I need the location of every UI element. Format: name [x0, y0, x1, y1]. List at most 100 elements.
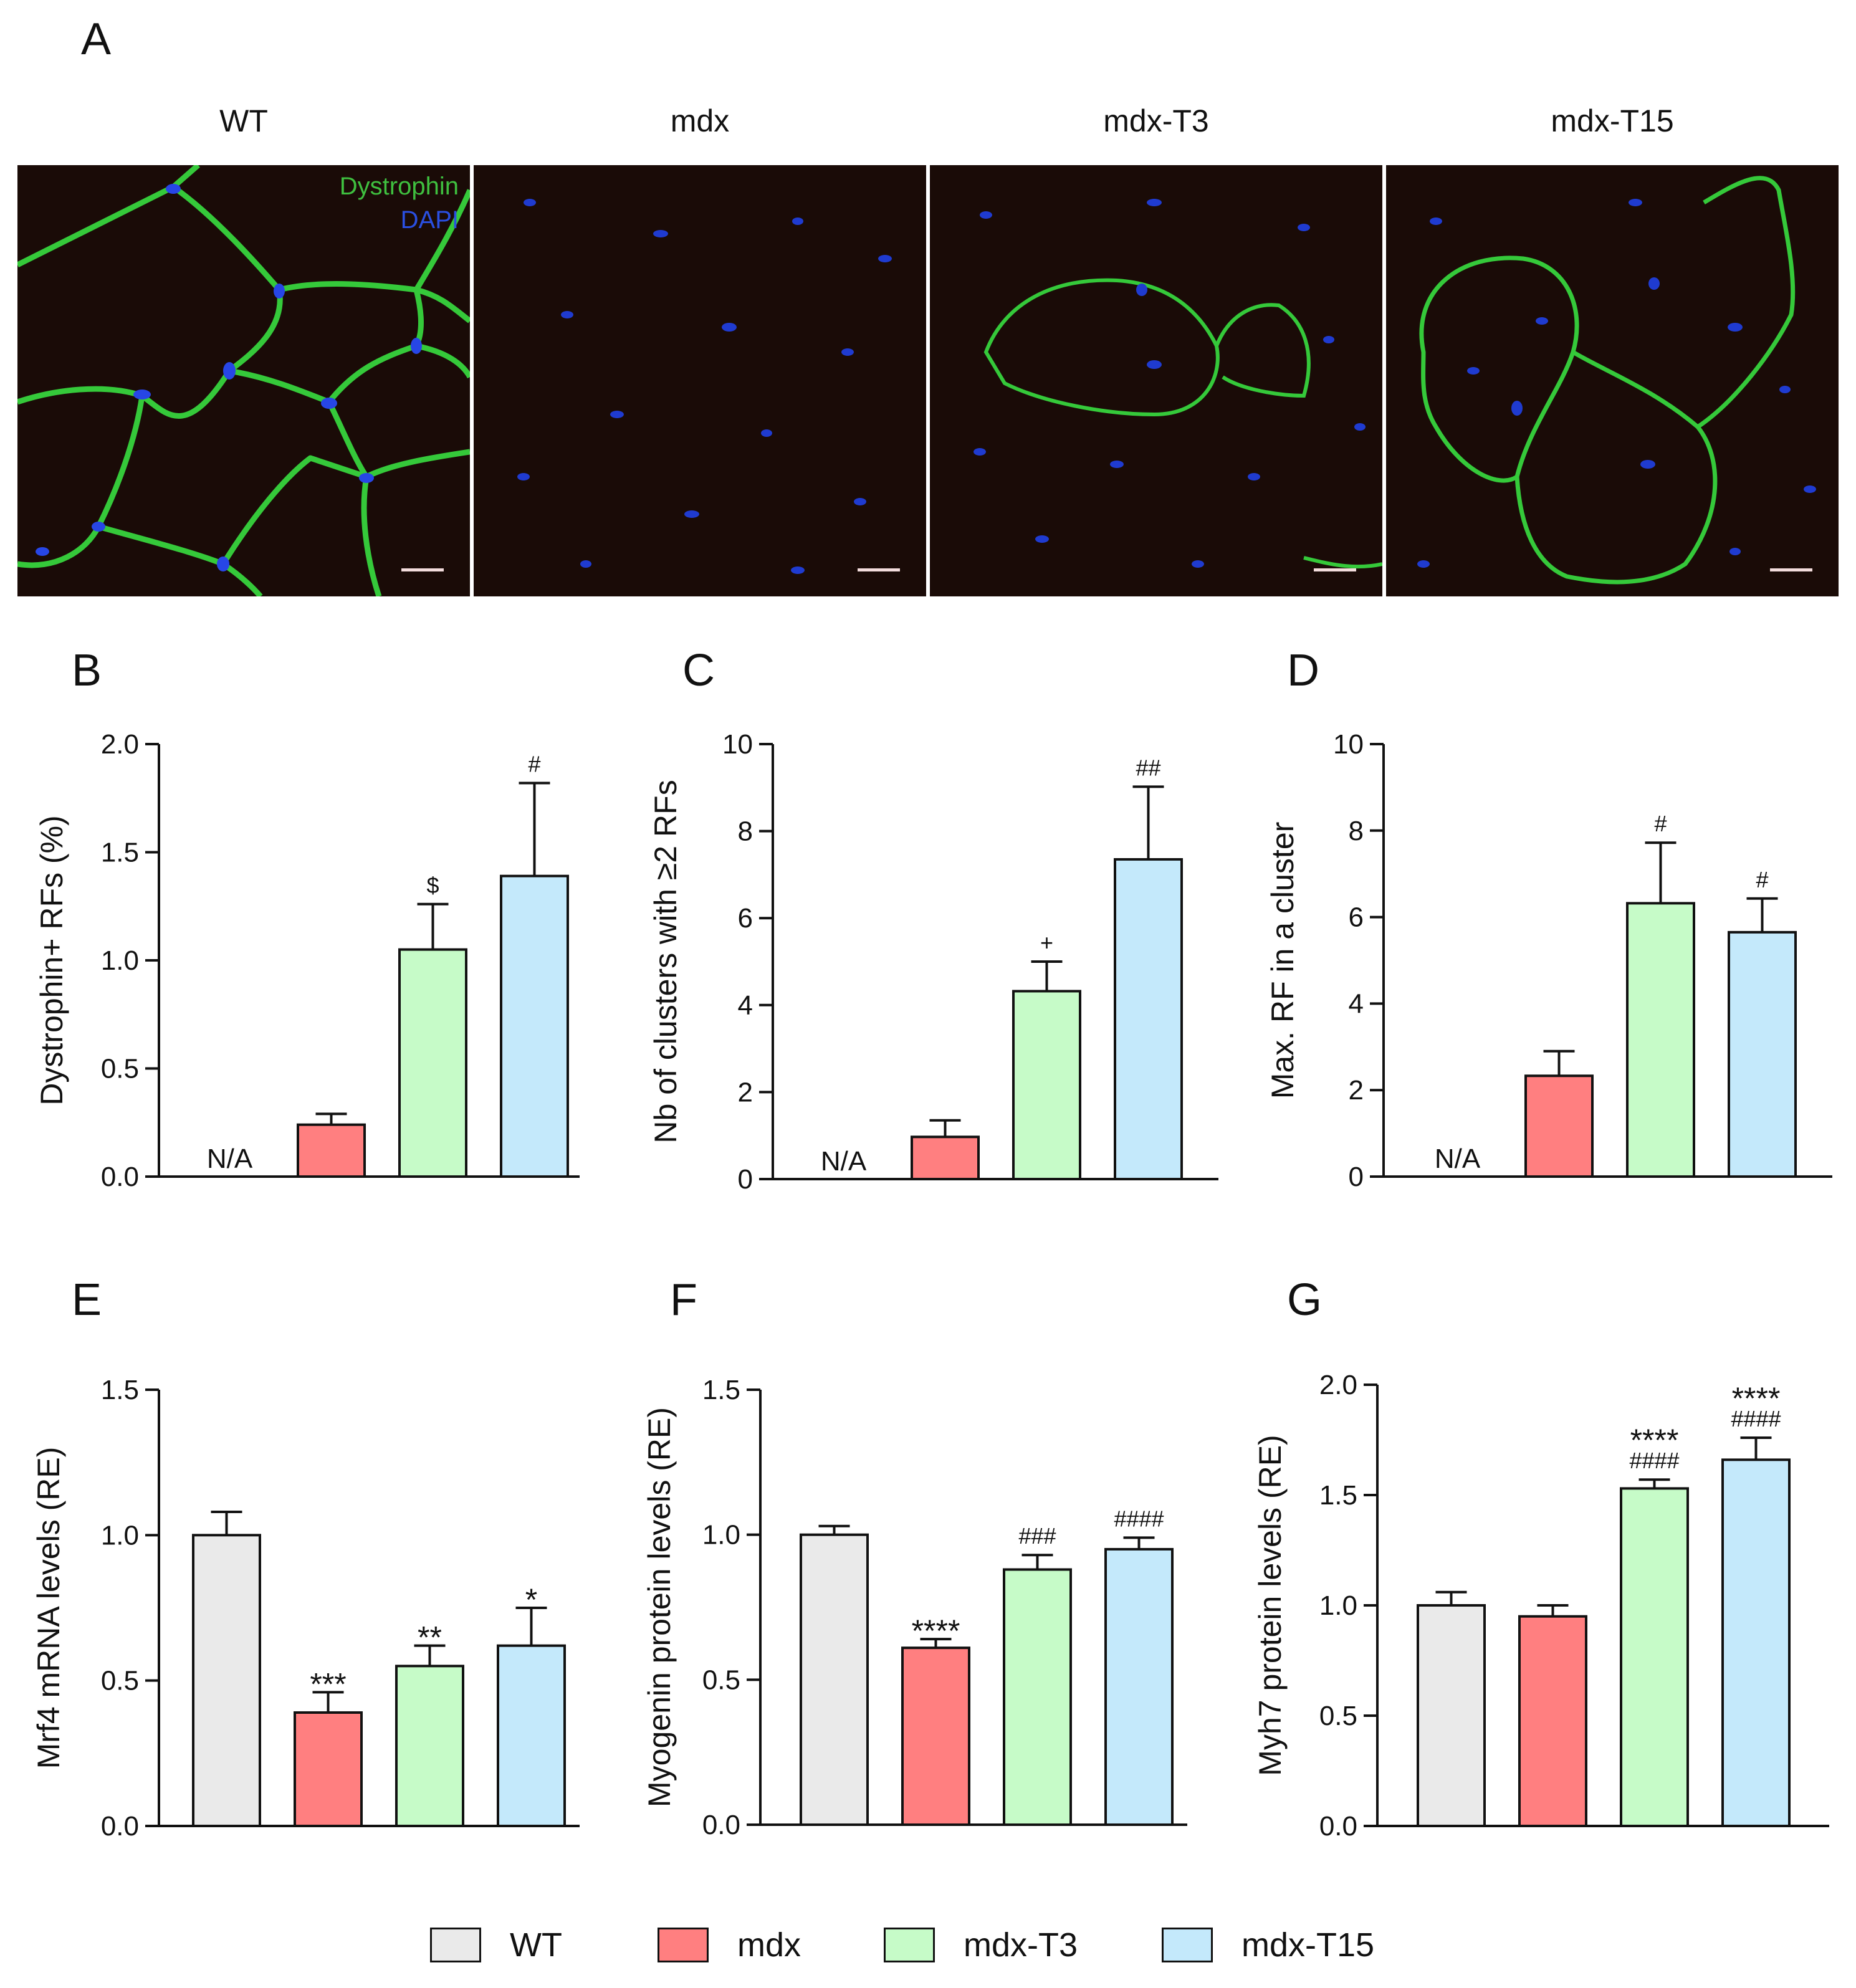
legend-swatch-mdx-t3 [884, 1928, 935, 1962]
y-tick-label: 0 [738, 1164, 753, 1195]
legend-item-mdx-t15: mdx-T15 [1162, 1926, 1374, 1964]
na-label: N/A [821, 1146, 867, 1177]
significance-label: **** [1630, 1423, 1679, 1458]
significance-label: # [1756, 867, 1768, 892]
na-label: N/A [207, 1144, 253, 1174]
significance-label: $ [426, 872, 439, 898]
bar-mdx [1518, 1615, 1587, 1827]
chart-svg: 0 2 4 6 8 10 Nb of clusters with ≥2 RFs N/A + ## [648, 729, 1218, 1195]
bar-mdx-t3 [395, 1665, 464, 1827]
bar-mdx [297, 1123, 366, 1178]
micrograph-mdx-stain [517, 199, 892, 574]
y-tick-label: 0.0 [101, 1811, 139, 1842]
bar-wt [800, 1533, 869, 1826]
y-tick-label: 2.0 [101, 729, 139, 760]
stain-label-dystrophin: Dystrophin [339, 173, 459, 200]
significance-label: *** [310, 1666, 346, 1701]
panel-letter-b: B [72, 646, 102, 695]
y-tick-label: 8 [738, 816, 753, 847]
panel-letter-e: E [72, 1275, 102, 1325]
significance-label: #### [1731, 1406, 1781, 1431]
y-tick-label: 4 [1349, 988, 1364, 1019]
y-tick-label: 0.5 [702, 1665, 740, 1695]
bar-mdx-t15 [1104, 1547, 1174, 1826]
y-tick-label: 1.5 [101, 1375, 139, 1405]
micrograph-mdx-t3 [930, 165, 1382, 596]
y-axis-title: Myogenin protein levels (RE) [642, 1407, 677, 1807]
panel-letter-f: F [670, 1275, 697, 1325]
bar-mdx [911, 1135, 980, 1181]
panel-letter-a: A [81, 14, 112, 64]
na-label: N/A [1435, 1144, 1481, 1174]
panel-letter-g: G [1287, 1275, 1323, 1325]
chart-svg: 0.0 0.5 1.0 1.5 Myogenin protein levels (RE)… [642, 1375, 1187, 1840]
stain-label-dapi: DAPI [400, 206, 459, 234]
y-tick-label: 0.5 [101, 1054, 139, 1084]
scale-bar [1770, 568, 1812, 571]
y-axis-title: Max. RF in a cluster [1265, 822, 1300, 1099]
legend-label-mdx-t3: mdx-T3 [964, 1926, 1078, 1964]
significance-label: # [1654, 811, 1667, 836]
legend-swatch-wt [430, 1928, 481, 1962]
bar-mdx [901, 1646, 970, 1826]
y-tick-label: 1.0 [101, 1520, 139, 1551]
bar-mdx-t3 [1626, 902, 1695, 1178]
bar-mdx-t3 [398, 948, 467, 1178]
bar-mdx-t15 [1721, 1458, 1791, 1828]
bar-mdx [1524, 1074, 1594, 1178]
bar-mdx-t3 [1620, 1487, 1689, 1827]
y-tick-label: 8 [1349, 816, 1364, 846]
y-tick-label: 1.0 [702, 1520, 740, 1551]
y-tick-label: 10 [1333, 729, 1364, 760]
significance-label: ### [1018, 1523, 1056, 1549]
y-tick-label: 2 [738, 1077, 753, 1107]
significance-label: + [1040, 930, 1053, 955]
chart-f: 0.0 0.5 1.0 1.5 Myogenin protein levels (RE)… [0, 1340, 1856, 1916]
chart-svg: 0 2 4 6 8 10 Max. RF in a cluster N/A # # [1265, 729, 1832, 1192]
chart-g: 0.0 0.5 1.0 1.5 2.0 Myh7 protein levels (RE) #… [0, 1340, 1856, 1916]
legend-swatch-mdx [658, 1928, 709, 1962]
y-tick-label: 1.5 [1319, 1480, 1357, 1511]
micrograph-mdx-t15 [1386, 165, 1839, 596]
scale-bar [858, 568, 900, 571]
significance-label: **** [912, 1613, 960, 1648]
y-tick-label: 1.5 [702, 1375, 740, 1405]
chart-svg: 0.0 0.5 1.0 1.5 2.0 Dystrophin+ RFs (%) N/A $ # [34, 729, 580, 1192]
legend-item-wt: WT [430, 1926, 562, 1964]
panel-letter-d: D [1287, 646, 1319, 695]
y-tick-label: 1.5 [101, 838, 139, 868]
micrograph-wt: Dystrophin DAPI [17, 165, 470, 596]
y-tick-label: 0 [1349, 1162, 1364, 1192]
y-tick-label: 0.5 [1319, 1701, 1357, 1731]
significance-label: #### [1629, 1448, 1679, 1473]
legend-label-mdx-t15: mdx-T15 [1241, 1926, 1375, 1964]
bar-mdx-t15 [497, 1644, 566, 1827]
legend-label-wt: WT [510, 1926, 562, 1964]
bar-wt [192, 1534, 261, 1827]
legend-item-mdx: mdx [658, 1926, 801, 1964]
y-tick-label: 0.0 [1319, 1811, 1357, 1842]
y-axis-title: Dystrophin+ RFs (%) [34, 815, 69, 1105]
y-tick-label: 1.0 [101, 945, 139, 976]
y-tick-label: 0.0 [702, 1810, 740, 1840]
image-title-mdx-t15: mdx-T15 [1551, 103, 1674, 138]
bar-mdx-t3 [1012, 990, 1081, 1180]
bar-mdx-t15 [500, 874, 569, 1178]
legend-item-mdx-t3: mdx-T3 [884, 1926, 1078, 1964]
y-tick-label: 10 [722, 729, 753, 760]
micrograph-mdx-t3-stain [973, 199, 1382, 569]
y-tick-label: 1.0 [1319, 1590, 1357, 1621]
chart-d: 0 2 4 6 8 10 Max. RF in a cluster N/A # # [0, 710, 1856, 1287]
chart-e: 0.0 0.5 1.0 1.5 Mrf4 mRNA levels (RE) *** ** * [0, 1340, 1856, 1916]
bar-mdx [294, 1711, 363, 1827]
chart-svg: 0.0 0.5 1.0 1.5 2.0 Myh7 protein levels (RE) #… [1253, 1370, 1829, 1842]
scale-bar [401, 568, 444, 571]
chart-c: 0 2 4 6 8 10 Nb of clusters with ≥2 RFs N/A + # # [0, 710, 1856, 1287]
y-axis-title: Mrf4 mRNA levels (RE) [31, 1447, 66, 1769]
bar-wt [1417, 1604, 1486, 1827]
y-axis-title: Nb of clusters with ≥2 RFs [648, 780, 683, 1143]
significance-label: #### [1114, 1506, 1164, 1531]
significance-label: # [528, 751, 540, 777]
y-tick-label: 6 [738, 903, 753, 934]
